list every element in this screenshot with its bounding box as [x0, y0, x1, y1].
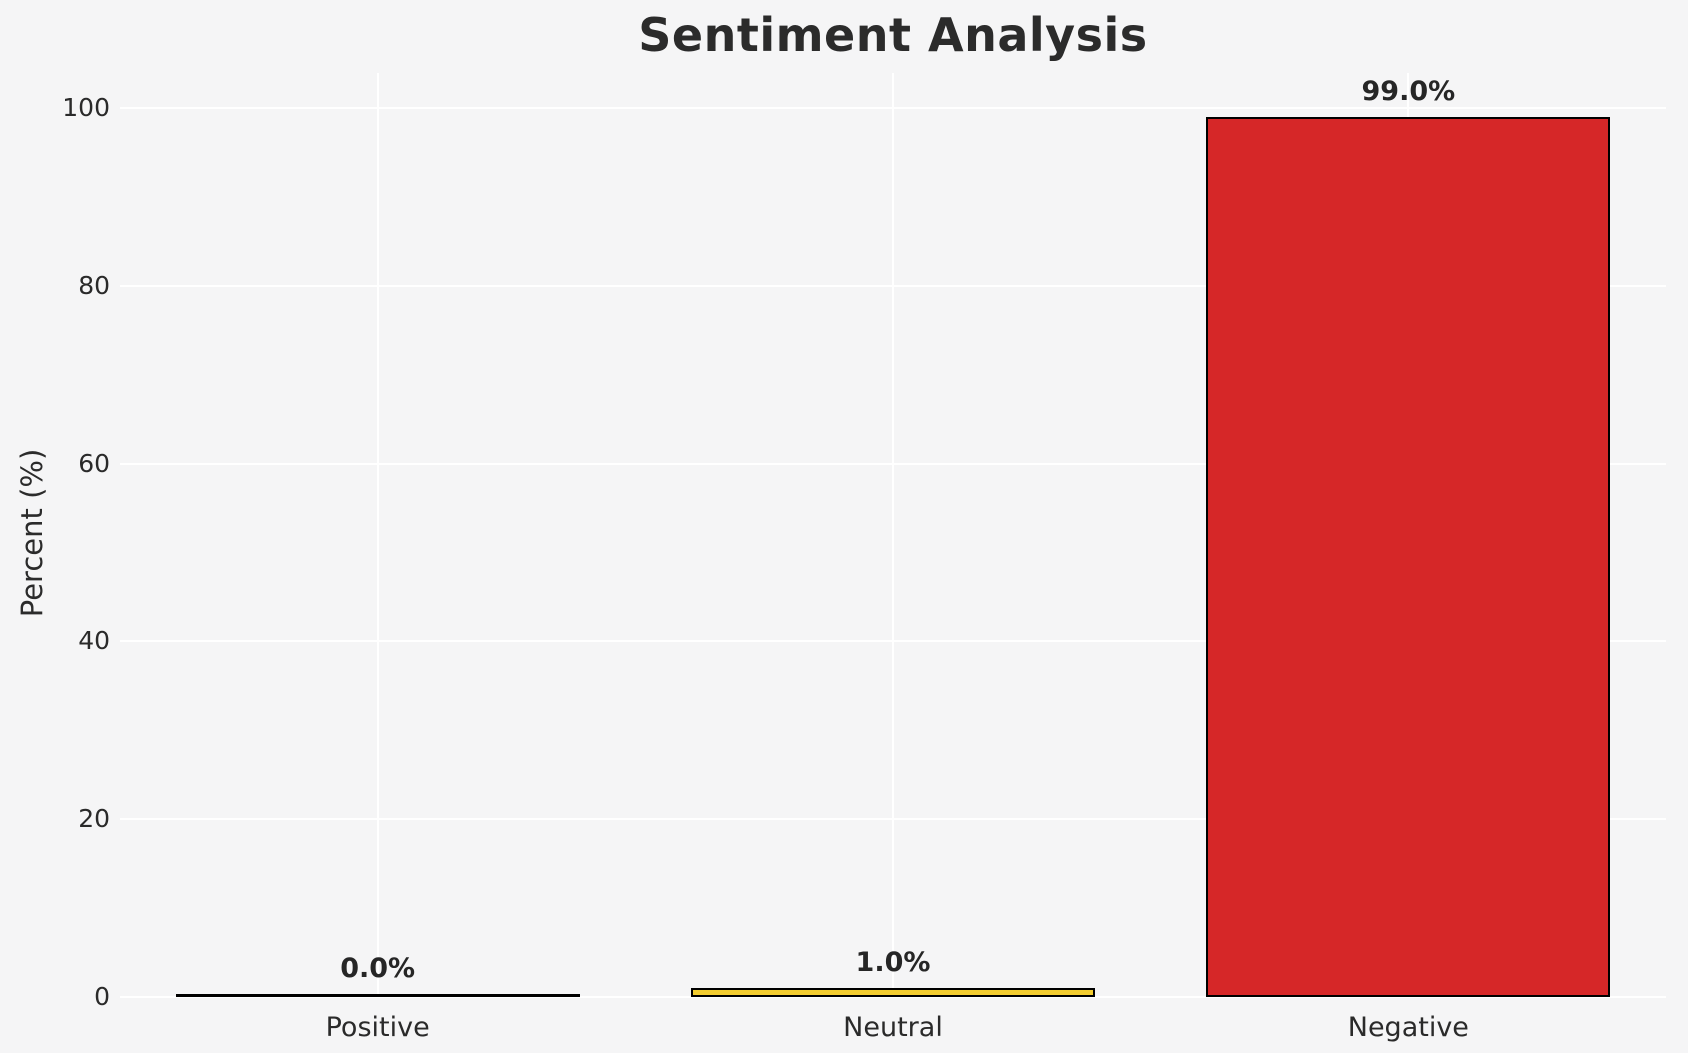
plot-area: 0.0% 1.0% 99.0% [120, 73, 1666, 998]
bar-neutral [691, 988, 1095, 997]
y-tick-label-0: 0 [94, 982, 110, 1011]
bar-value-label-positive: 0.0% [340, 953, 416, 984]
y-tick-label-40: 40 [78, 626, 110, 656]
bar-negative [1206, 116, 1611, 997]
chart-title: Sentiment Analysis [638, 8, 1148, 62]
x-tick-label-neutral: Neutral [843, 1012, 943, 1043]
y-tick-label-60: 60 [78, 448, 110, 478]
x-tick-label-negative: Negative [1347, 1012, 1469, 1043]
y-tick-label-20: 20 [78, 804, 110, 834]
gridline-vertical-neutral [892, 73, 894, 997]
bar-positive [175, 994, 580, 997]
bar-value-label-negative: 99.0% [1361, 75, 1456, 107]
y-tick-label-100: 100 [62, 93, 110, 122]
x-tick-label-positive: Positive [325, 1012, 430, 1043]
gridline-horizontal-0 [120, 996, 1666, 998]
bar-value-label-neutral: 1.0% [855, 947, 931, 979]
y-tick-label-80: 80 [78, 270, 110, 300]
gridline-vertical-positive [376, 73, 379, 997]
